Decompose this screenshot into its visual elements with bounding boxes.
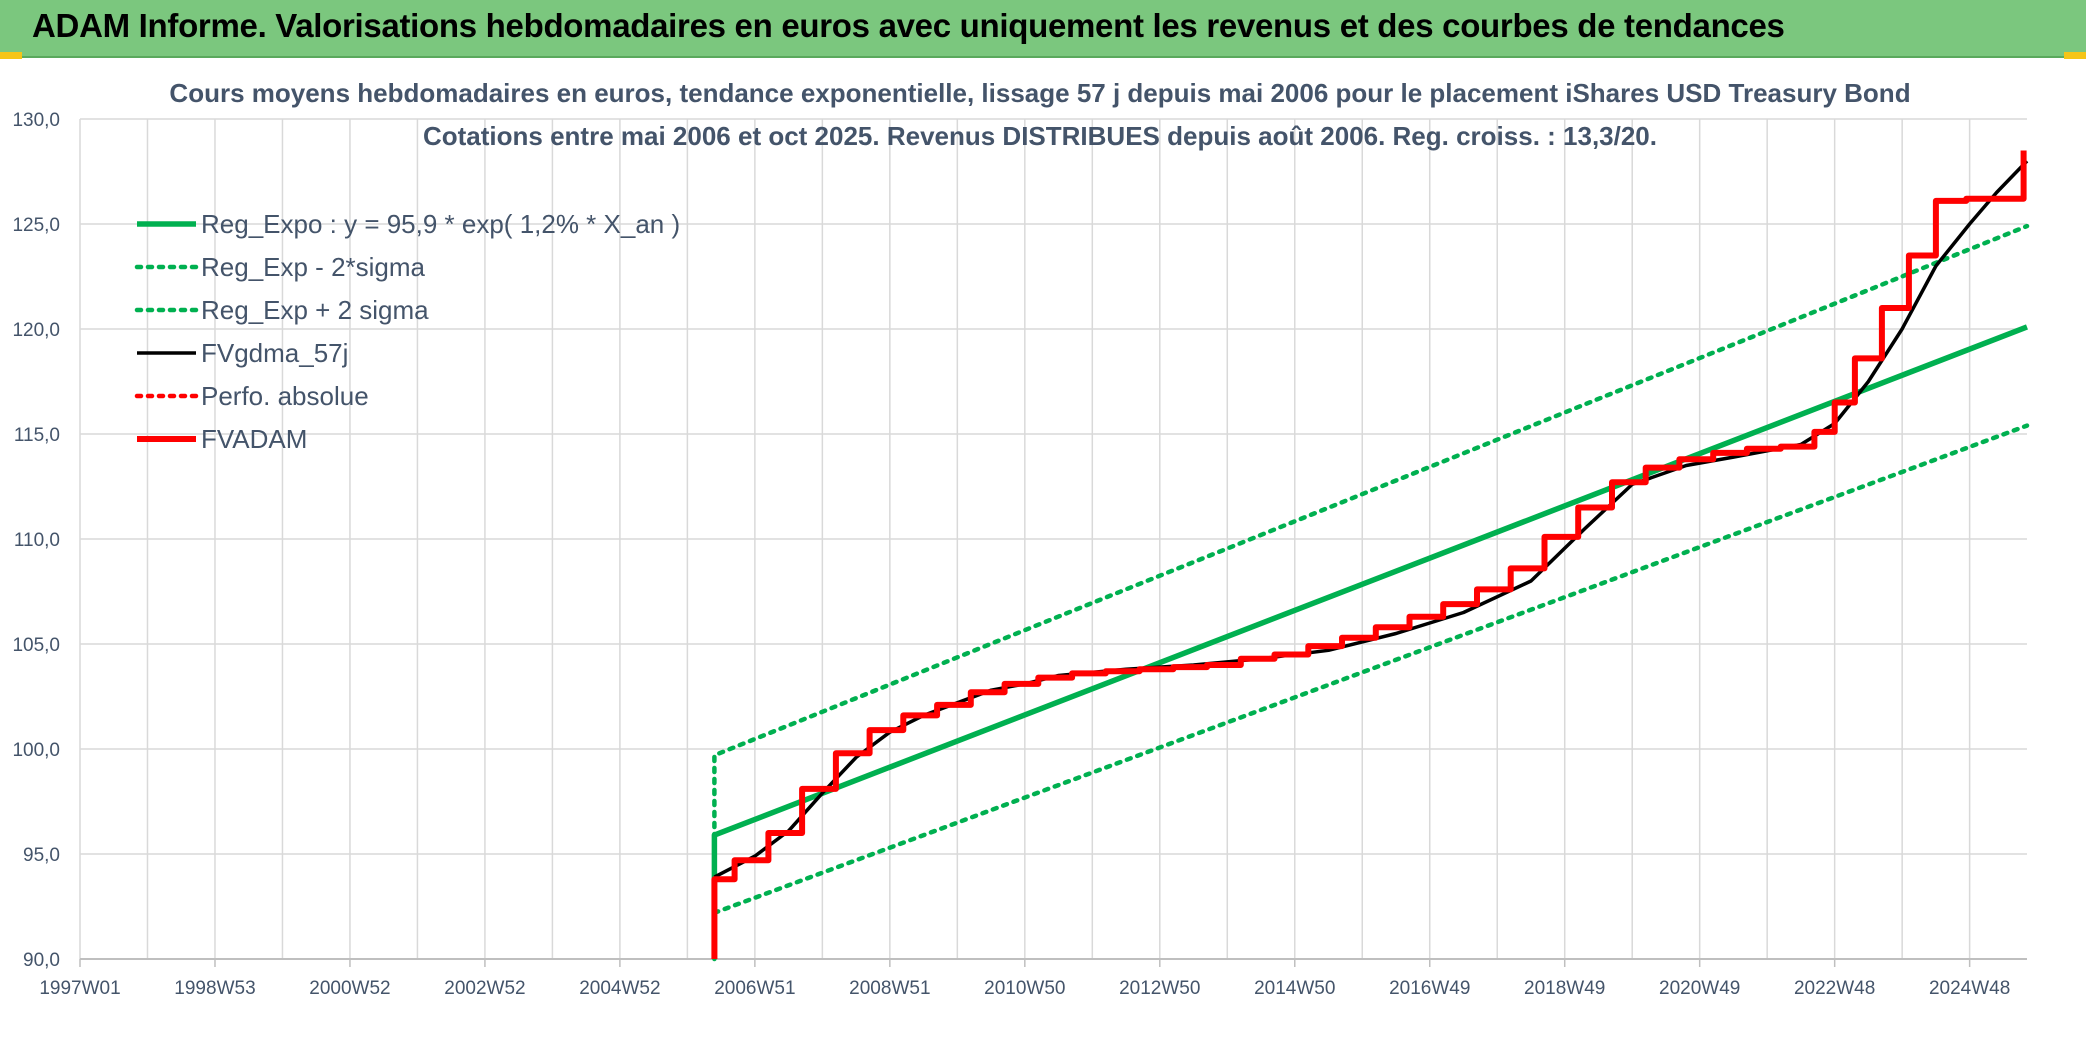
x-tick-label: 1997W01 — [39, 978, 120, 999]
y-tick-label: 125,0 — [12, 215, 60, 236]
y-tick-label: 90,0 — [23, 950, 60, 971]
x-tick-label: 2008W51 — [849, 978, 930, 999]
header-bar: ADAM Informe. Valorisations hebdomadaire… — [0, 0, 2086, 58]
y-tick-label: 130,0 — [12, 110, 60, 131]
y-tick-label: 105,0 — [12, 635, 60, 656]
chart-title: Cours moyens hebdomadaires en euros, ten… — [169, 78, 1910, 108]
series-line-reg-expo-y-95-9-exp-1-2-x-an — [711, 324, 2028, 959]
chart-svg: 90,0 95,0 100,0 105,0 110,0 115,0 120,0 125,0 13… — [12, 78, 2030, 999]
series-line-reg-exp-2-sigma — [712, 223, 2030, 962]
y-tick-label: 100,0 — [12, 740, 60, 761]
y-tick-label: 95,0 — [23, 845, 60, 866]
x-tick-label: 2018W49 — [1524, 978, 1605, 999]
legend-label: Perfo. absolue — [201, 381, 369, 411]
legend-label: Reg_Expo : y = 95,9 * exp( 1,2% * X_an ) — [201, 209, 680, 239]
corner-accent-right — [2064, 52, 2086, 59]
series-layer — [711, 150, 2030, 962]
page-title: ADAM Informe. Valorisations hebdomadaire… — [32, 7, 1785, 44]
x-tick-label: 2002W52 — [444, 978, 525, 999]
grid-layer — [79, 118, 2027, 960]
chart-area: 90,0 95,0 100,0 105,0 110,0 115,0 120,0 125,0 13… — [0, 58, 2086, 1037]
y-tick-label: 115,0 — [14, 425, 60, 446]
legend-label: FVADAM — [201, 424, 307, 454]
series-line-fvgdma-57j — [713, 159, 2029, 879]
x-tick-label: 2020W49 — [1659, 978, 1740, 999]
x-tick-label: 1998W53 — [174, 978, 255, 999]
corner-accent-left — [0, 52, 22, 59]
x-tick-label: 2024W48 — [1929, 978, 2010, 999]
y-tick-label: 120,0 — [12, 320, 60, 341]
x-tick-label: 2012W50 — [1119, 978, 1200, 999]
y-tick-label: 110,0 — [14, 530, 60, 551]
x-tick-label: 2004W52 — [579, 978, 660, 999]
series-line-reg-exp-2-sigma — [712, 423, 2030, 916]
x-tick-label: 2022W48 — [1794, 978, 1875, 999]
x-tick-label: 2010W50 — [984, 978, 1065, 999]
legend: Reg_Expo : y = 95,9 * exp( 1,2% * X_an )… — [134, 209, 680, 454]
axis-layer: 90,0 95,0 100,0 105,0 110,0 115,0 120,0 125,0 13… — [12, 110, 2027, 999]
legend-label: Reg_Exp - 2*sigma — [201, 252, 426, 282]
series-line-fvadam — [711, 150, 2027, 959]
chart-subtitle: Cotations entre mai 2006 et oct 2025. Re… — [423, 121, 1657, 151]
x-tick-label: 2016W49 — [1389, 978, 1470, 999]
x-tick-label: 2014W50 — [1254, 978, 1335, 999]
legend-label: FVgdma_57j — [201, 338, 348, 368]
x-tick-label: 2000W52 — [309, 978, 390, 999]
legend-label: Reg_Exp + 2 sigma — [201, 295, 429, 325]
x-tick-label: 2006W51 — [714, 978, 795, 999]
